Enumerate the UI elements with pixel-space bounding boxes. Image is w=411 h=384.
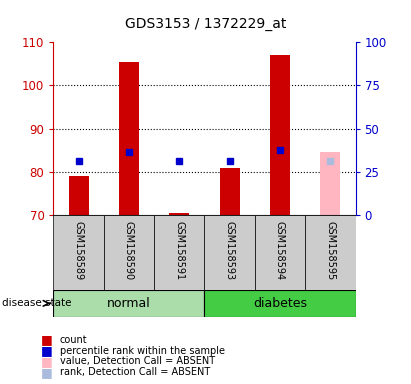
Text: rank, Detection Call = ABSENT: rank, Detection Call = ABSENT bbox=[60, 367, 210, 377]
Text: disease state: disease state bbox=[2, 298, 72, 308]
Text: ■: ■ bbox=[41, 344, 53, 357]
Bar bbox=[53, 290, 205, 317]
Text: GSM158589: GSM158589 bbox=[74, 221, 83, 280]
Text: ■: ■ bbox=[41, 355, 53, 368]
Bar bbox=[219, 167, 240, 215]
Bar bbox=[104, 215, 154, 290]
Bar bbox=[154, 215, 204, 290]
Text: normal: normal bbox=[107, 297, 151, 310]
Text: percentile rank within the sample: percentile rank within the sample bbox=[60, 346, 224, 356]
Bar bbox=[119, 62, 139, 215]
Text: diabetes: diabetes bbox=[253, 297, 307, 310]
Bar bbox=[270, 55, 290, 215]
Text: GSM158594: GSM158594 bbox=[275, 221, 285, 280]
Bar bbox=[205, 290, 356, 317]
Text: GSM158593: GSM158593 bbox=[225, 221, 235, 280]
Text: ■: ■ bbox=[41, 366, 53, 379]
Bar bbox=[169, 213, 189, 215]
Text: value, Detection Call = ABSENT: value, Detection Call = ABSENT bbox=[60, 356, 215, 366]
Text: GDS3153 / 1372229_at: GDS3153 / 1372229_at bbox=[125, 17, 286, 31]
Bar bbox=[205, 215, 255, 290]
Text: ■: ■ bbox=[41, 333, 53, 346]
Text: count: count bbox=[60, 335, 87, 345]
Bar bbox=[255, 215, 305, 290]
Text: GSM158591: GSM158591 bbox=[174, 221, 184, 280]
Text: GSM158595: GSM158595 bbox=[326, 221, 335, 280]
Bar bbox=[53, 215, 104, 290]
Bar bbox=[305, 215, 356, 290]
Bar bbox=[320, 152, 340, 215]
Text: GSM158590: GSM158590 bbox=[124, 221, 134, 280]
Bar bbox=[69, 176, 89, 215]
